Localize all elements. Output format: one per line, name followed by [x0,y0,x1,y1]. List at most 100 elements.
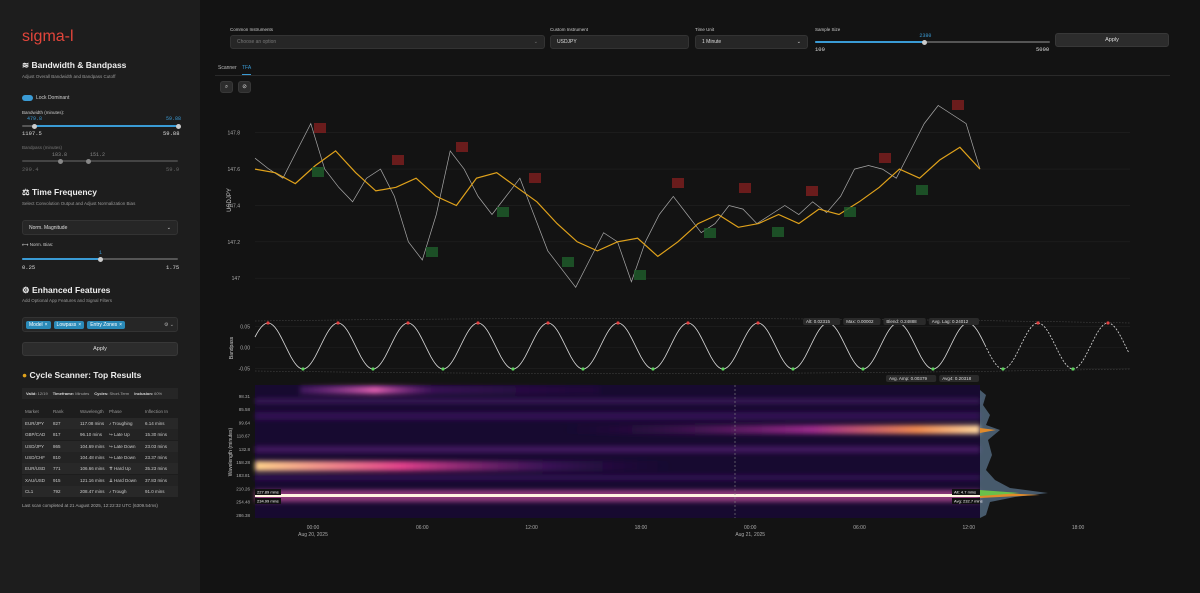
trough-dot [651,367,655,371]
info-item: Timeframe:Minutes [53,391,90,396]
buy-zone [312,167,324,177]
slider-min: 100 [815,46,825,53]
toggle-label: Lock Dominant [36,95,70,101]
y-tick-label: -0.05 [239,367,251,373]
legend-pill [803,318,841,325]
y-axis-title: Wavelength (minutes) [228,427,234,476]
x-tick-label: 00:00 [744,525,757,531]
chevron: ⌄ [796,39,801,45]
tab-active[interactable]: TFA [242,65,252,75]
peak-dot [336,321,340,325]
slider-value: 479.8 [27,116,43,122]
trough-dot [441,367,445,371]
x-tick-label: 00:00 [307,525,320,531]
envelope [254,318,1131,324]
slider-range [815,41,925,43]
x-tick-label: 18:00 [1072,525,1085,531]
select[interactable]: Norm. Magnitude ⌄ [22,220,178,235]
legend-text: Max: 0.00002 [846,319,874,324]
chip-remove: × [119,321,123,328]
chip: Lowpass × [53,320,85,329]
y-tick-label: 147.4 [227,203,240,209]
slider-max: 1.75 [166,264,180,271]
column-header: Rank [53,409,64,414]
table-row: XAU/USD 915 121.16 mins ⇊ Hard Down 37.83 mi… [22,474,178,486]
slider-knob[interactable] [175,124,181,129]
slider-knob[interactable] [921,40,927,45]
slider-knob[interactable] [85,159,91,164]
legend-pill [886,375,937,382]
icon: ● [22,370,28,380]
slider-value: 151.2 [90,152,106,158]
histogram-peak [980,490,1020,496]
icon-button[interactable]: ⊘ [238,81,251,93]
buy-zone [497,207,509,217]
buy-zone [844,207,856,217]
peak-dot [266,321,270,325]
cell: 96.10 mins [80,432,103,438]
legend-pill [843,318,881,325]
chip-text: Model [29,321,43,328]
icon-button[interactable]: ⌕ [220,81,233,93]
cell: 104.48 mins [80,454,105,460]
band [255,412,980,420]
marker-text: 234.99 mins [257,499,279,504]
cell: 23.37 mins [145,454,168,460]
peak-dot [406,321,410,325]
table-row: EUR/JPY 827 117.08 mins ♪ Troughing 6.14 min… [22,418,178,429]
tab[interactable]: Scanner [218,65,237,71]
trough-dot [931,367,935,371]
cell: 104.69 mins [80,443,105,449]
placeholder: Choose an option [237,39,277,45]
y-tick-label: 183.81 [236,473,250,478]
text: Enhanced Features [31,285,111,295]
chevron: ⚙ ⌄ [163,321,174,328]
trough-dot [581,367,585,371]
x-tick-label: 06:00 [416,525,429,531]
marker-pill [952,489,980,495]
slider-knob[interactable] [31,124,37,129]
multiselect[interactable]: Model × Lowpass × Entry Zones × ⚙ ⌄ [22,317,178,332]
info-value: 12/19 [37,391,48,396]
scan-footer: Last scan completed at 21 August 2025, 1… [22,503,158,508]
slider-knob[interactable] [57,159,63,164]
slider-value: 59.88 [166,116,182,122]
y-tick-label: 147.8 [227,131,240,137]
chip-text: Lowpass [56,321,77,328]
legend-pill [883,318,926,325]
legend-pill [939,375,979,382]
marker-text: 227.89 mins [257,490,279,495]
cell: ♪ Trough [109,488,127,494]
trough-dot [721,367,725,371]
sell-zone [739,183,751,193]
cell: 915 [53,477,61,483]
apply-button[interactable]: Apply [22,342,178,356]
bandpass-forecast [984,322,1130,370]
buy-zone [562,257,574,267]
slider-knob[interactable] [97,257,103,262]
cell: 15.30 mins [145,432,168,438]
cell: USD/JPY [25,443,45,449]
marker-pill [952,498,980,504]
slider-max: 59.9 [166,166,180,173]
slider-label: Bandpass (minutes) [22,145,63,150]
divider [215,75,1170,76]
apply-button[interactable]: Apply [1055,33,1169,47]
select[interactable]: Choose an option ⌄ [230,35,545,49]
info-item: Inclusion:60% [134,391,162,396]
info-value: 60% [154,391,163,396]
toggle[interactable] [22,95,33,101]
slider-min: 0.25 [22,264,36,271]
cell: EUR/JPY [25,421,45,426]
slider-track [815,41,1050,43]
section-title: ● Cycle Scanner: Top Results [22,370,141,380]
column-header: Phase [109,409,122,414]
y-axis-title: Bandpass [229,336,235,359]
text-input[interactable]: USDJPY [550,35,689,49]
select[interactable]: 1 Minute ⌄ [695,35,808,49]
text: Bandwidth & Bandpass [31,60,127,70]
cell: GBP/CAD [25,432,46,438]
trough-dot [371,367,375,371]
cell: 23.03 mins [145,443,168,449]
